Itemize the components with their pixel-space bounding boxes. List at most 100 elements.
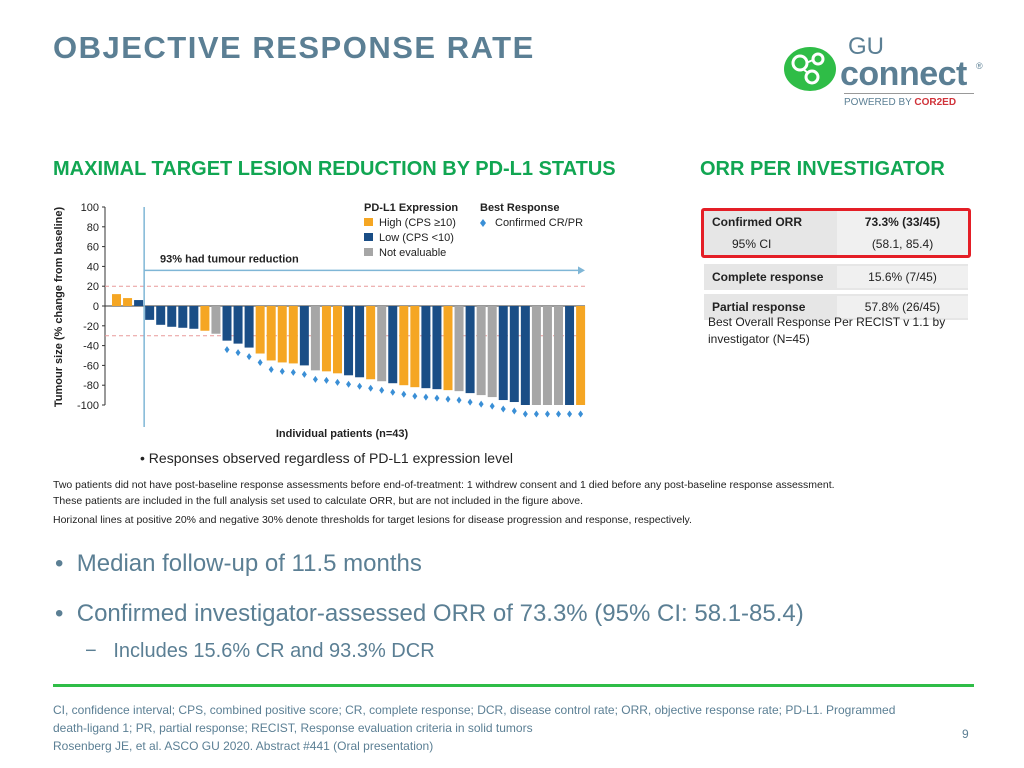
bar xyxy=(388,306,398,384)
bar xyxy=(542,306,552,405)
footnote-3: Horizonal lines at positive 20% and nega… xyxy=(53,514,692,526)
bar xyxy=(465,306,475,394)
bar xyxy=(167,306,177,327)
orr-value: 15.6% (7/45) xyxy=(837,266,968,288)
orr-value: (58.1, 85.4) xyxy=(837,233,968,255)
orr-row-confirmed: Confirmed ORR 73.3% (33/45) xyxy=(704,211,968,233)
orr-label: Partial response xyxy=(704,296,837,318)
orr-label: Complete response xyxy=(704,266,837,288)
y-tick-label: 80 xyxy=(87,222,99,234)
bar xyxy=(509,306,519,403)
bar xyxy=(222,306,232,341)
page-number: 9 xyxy=(962,727,969,741)
bullet-followup-text: Median follow-up of 11.5 months xyxy=(76,550,422,577)
footnote-1: Two patients did not have post-baseline … xyxy=(53,479,835,491)
response-diamond xyxy=(312,375,318,383)
bar xyxy=(200,306,210,331)
bullet-orr-text: Confirmed investigator-assessed ORR of 7… xyxy=(76,600,804,627)
bar xyxy=(310,306,320,371)
response-diamond xyxy=(357,382,363,390)
reduction-annotation: 93% had tumour reduction xyxy=(160,253,299,265)
orr-section-heading: ORR PER INVESTIGATOR xyxy=(700,158,945,180)
response-diamond xyxy=(456,396,462,404)
response-diamond xyxy=(412,392,418,400)
response-diamond xyxy=(368,384,374,392)
orr-row-ci: 95% CI (58.1, 85.4) xyxy=(704,233,968,255)
bar xyxy=(432,306,442,390)
legend-expression-title: PD-L1 Expression xyxy=(364,202,458,214)
bar xyxy=(421,306,431,389)
response-diamond xyxy=(511,407,517,415)
orr-row-partial: Partial response 57.8% (26/45) xyxy=(704,294,968,320)
response-diamond xyxy=(279,367,285,375)
orr-table: Confirmed ORR 73.3% (33/45) 95% CI (58.1… xyxy=(701,208,971,320)
bar xyxy=(255,306,265,354)
bar xyxy=(299,306,309,366)
gu-connect-logo: GU connect ® POWERED BY COR2ED xyxy=(780,33,990,113)
legend-label-high: High (CPS ≥10) xyxy=(379,217,456,229)
reduction-arrow-head xyxy=(578,266,585,275)
y-tick-label: 100 xyxy=(81,202,99,214)
page-title: OBJECTIVE RESPONSE RATE xyxy=(53,30,535,65)
y-tick-label: 0 xyxy=(93,301,99,313)
response-diamond xyxy=(390,388,396,396)
response-diamond xyxy=(434,394,440,402)
y-tick-label: 40 xyxy=(87,261,99,273)
response-diamond xyxy=(335,378,340,386)
bar xyxy=(233,306,243,344)
y-tick-label: 60 xyxy=(87,242,99,254)
response-diamond xyxy=(500,405,506,413)
orr-row-complete: Complete response 15.6% (7/45) xyxy=(704,264,968,290)
footer-divider xyxy=(53,684,974,687)
orr-highlight-box: Confirmed ORR 73.3% (33/45) 95% CI (58.1… xyxy=(701,208,971,258)
bar xyxy=(178,306,188,328)
bar xyxy=(277,306,287,363)
bar xyxy=(377,306,387,382)
bar xyxy=(565,306,575,405)
legend-swatch-low xyxy=(364,233,373,241)
legend-label-ne: Not evaluable xyxy=(379,247,446,259)
response-diamond xyxy=(257,359,263,367)
logo-gu: GU xyxy=(848,33,884,60)
bar xyxy=(344,306,354,376)
bullet-followup: • Median follow-up of 11.5 months xyxy=(55,550,422,577)
bar xyxy=(498,306,508,401)
bar xyxy=(454,306,464,392)
response-diamond xyxy=(246,353,252,361)
bar xyxy=(487,306,497,398)
orr-note: Best Overall Response Per RECIST v 1.1 b… xyxy=(708,315,946,346)
response-diamond xyxy=(578,410,584,418)
orr-value: 73.3% (33/45) xyxy=(837,211,968,233)
response-diamond xyxy=(301,370,307,378)
y-tick-label: -60 xyxy=(83,360,99,372)
orr-label: 95% CI xyxy=(704,233,837,255)
molecule-icon xyxy=(784,47,836,91)
response-diamond xyxy=(346,380,352,388)
abbreviations: CI, confidence interval; CPS, combined p… xyxy=(53,703,896,735)
y-axis-label: Tumour size (% change from baseline) xyxy=(53,207,65,408)
legend-diamond-icon xyxy=(480,219,486,227)
bar xyxy=(333,306,342,374)
response-diamond xyxy=(224,346,230,354)
response-diamond xyxy=(522,410,528,418)
orr-label: Confirmed ORR xyxy=(704,211,837,233)
bar xyxy=(399,306,409,386)
legend-label-low: Low (CPS <10) xyxy=(379,232,454,244)
response-diamond xyxy=(556,410,561,418)
response-diamond xyxy=(445,395,451,403)
legend-response-title: Best Response xyxy=(480,202,559,214)
response-diamond xyxy=(533,410,539,418)
response-diamond xyxy=(423,393,429,401)
bar xyxy=(288,306,298,364)
y-tick-label: -20 xyxy=(83,321,99,333)
footnote-2: These patients are included in the full … xyxy=(53,495,583,507)
logo-divider xyxy=(844,93,974,94)
legend-swatch-ne xyxy=(364,248,373,256)
y-tick-label: -40 xyxy=(83,341,99,353)
response-diamond xyxy=(567,410,573,418)
bar xyxy=(410,306,420,388)
bar xyxy=(266,306,276,361)
response-diamond xyxy=(268,365,274,373)
response-diamond xyxy=(489,402,495,410)
bar xyxy=(321,306,331,372)
